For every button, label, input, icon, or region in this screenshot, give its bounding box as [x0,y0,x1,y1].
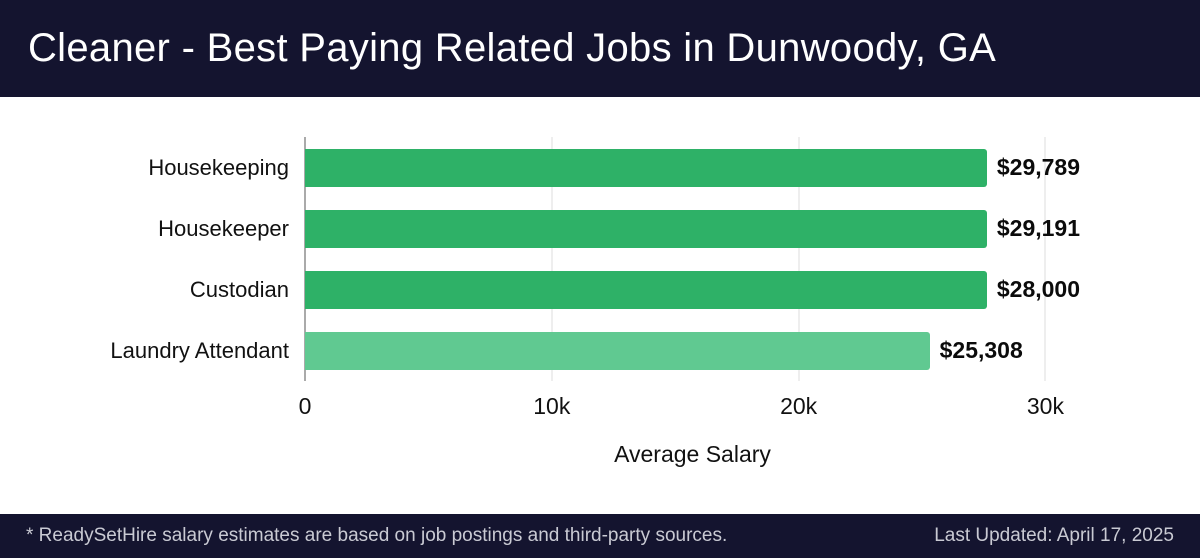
bar-row: $29,191 [305,198,1080,259]
bar [305,331,930,370]
gridline [1044,137,1046,381]
last-updated: Last Updated: April 17, 2025 [934,525,1174,546]
x-tick-label: 0 [298,393,312,419]
footer-note: * ReadySetHire salary estimates are base… [26,525,728,546]
bar-row: $25,308 [305,320,1080,381]
category-label: Laundry Attendant [110,337,289,363]
bar-row: $29,789 [305,137,1080,198]
bar-row: $28,000 [305,259,1080,320]
axis-zero-line [304,137,306,381]
bar [305,209,987,248]
header: Cleaner - Best Paying Related Jobs in Du… [0,0,1200,97]
category-labels: Housekeeping Housekeeper Custodian Laundry … [0,137,305,381]
bar [305,148,987,187]
page-title: Cleaner - Best Paying Related Jobs in Du… [28,26,997,70]
value-label: $29,191 [996,215,1080,241]
x-axis-label: Average Salary [614,441,771,467]
value-label: $29,789 [996,154,1080,180]
x-tick-label: 20k [780,393,818,419]
x-tick-label: 30k [1026,393,1064,419]
value-label: $25,308 [939,337,1023,363]
plot-area: $29,789 $29,191 $28,000 $25,308 [304,137,1080,381]
category-label: Housekeeper [158,215,289,241]
gridline [551,137,553,381]
category-label: Custodian [189,276,289,302]
bar [305,270,987,309]
x-axis-ticks: 0 10k 20k 30k [299,381,1080,427]
axis-corner-spacer [0,381,305,427]
gridlines [304,137,1080,381]
category-label: Housekeeping [148,154,289,180]
chart: Housekeeping Housekeeper Custodian Laundry … [0,97,1200,468]
plot-grid: Housekeeping Housekeeper Custodian Laundry … [0,137,1200,427]
x-tick-label: 10k [533,393,571,419]
value-label: $28,000 [996,276,1080,302]
gridline [798,137,800,381]
footer: * ReadySetHire salary estimates are base… [0,514,1200,558]
